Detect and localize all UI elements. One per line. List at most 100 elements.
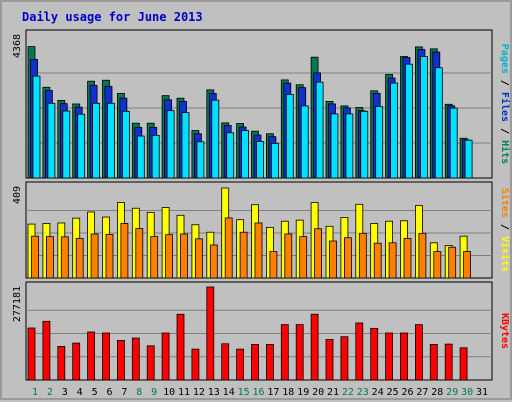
tick-label-day-21: 21 [327, 387, 339, 398]
axis-label-segment: Files [499, 92, 511, 122]
bar-kbytes-day-9 [146, 345, 155, 381]
bar-sites-day-3 [60, 236, 69, 279]
bar-kbytes-day-20 [310, 313, 319, 381]
bar-pages-day-2 [47, 102, 56, 179]
bar-sites-day-6 [105, 234, 114, 279]
bar-sites-day-19 [299, 236, 308, 279]
tick-label-day-11: 11 [178, 387, 190, 398]
tick-label-day-7: 7 [121, 387, 127, 398]
bar-kbytes-day-2 [42, 320, 51, 381]
tick-label-day-26: 26 [401, 387, 413, 398]
bar-kbytes-day-24 [370, 327, 379, 381]
bar-pages-day-4 [77, 113, 86, 179]
bar-kbytes-day-21 [325, 339, 334, 381]
bar-kbytes-day-12 [191, 348, 200, 381]
bar-kbytes-day-5 [87, 331, 95, 381]
bar-kbytes-day-23 [355, 322, 364, 381]
bar-pages-day-30 [464, 139, 473, 179]
bar-sites-day-23 [358, 232, 367, 279]
tick-label-day-30: 30 [461, 387, 473, 398]
bar-pages-day-15 [241, 130, 250, 179]
chart-title: Daily usage for June 2013 [22, 10, 203, 24]
bar-sites-day-15 [239, 231, 248, 279]
bar-sites-day-24 [373, 242, 382, 279]
bar-pages-day-5 [92, 102, 100, 179]
bar-kbytes-day-14 [221, 343, 230, 381]
axis-label-segment: Sites [499, 188, 511, 218]
bar-sites-day-11 [180, 233, 188, 279]
bar-kbytes-day-28 [429, 344, 438, 381]
tick-label-day-5: 5 [92, 387, 98, 398]
bar-sites-day-17 [269, 251, 278, 279]
max-label-hits-files-pages: 4368 [12, 34, 23, 58]
bar-pages-day-22 [345, 113, 354, 179]
bar-sites-day-10 [165, 234, 174, 279]
tick-label-day-29: 29 [446, 387, 458, 398]
bar-kbytes-day-6 [102, 332, 110, 381]
axis-label-segment: Visits [499, 236, 511, 272]
bar-sites-day-29 [448, 246, 457, 279]
bar-pages-day-16 [256, 141, 264, 179]
bar-kbytes-day-26 [400, 332, 408, 381]
bar-pages-day-27 [419, 56, 428, 179]
bar-sites-day-4 [75, 237, 84, 279]
bar-sites-day-13 [209, 244, 218, 279]
bar-sites-day-8 [135, 228, 144, 279]
tick-label-day-25: 25 [387, 387, 399, 398]
bar-pages-day-6 [107, 102, 115, 179]
tick-label-day-8: 8 [136, 387, 142, 398]
tick-label-day-12: 12 [193, 387, 205, 398]
bar-kbytes-day-18 [280, 324, 289, 381]
bar-pages-day-28 [434, 67, 443, 179]
bar-kbytes-day-8 [131, 337, 140, 381]
bar-pages-day-9 [151, 134, 160, 179]
axis-label-kbytes: KBytes [499, 313, 510, 349]
tick-label-day-20: 20 [312, 387, 324, 398]
bar-kbytes-day-4 [72, 342, 81, 381]
bar-sites-day-30 [463, 251, 472, 279]
bar-sites-day-16 [254, 222, 263, 279]
tick-label-day-3: 3 [62, 387, 68, 398]
bar-sites-day-25 [388, 242, 397, 279]
bar-sites-day-2 [46, 236, 54, 279]
bar-pages-day-24 [375, 106, 384, 179]
tick-label-day-9: 9 [151, 387, 157, 398]
bar-kbytes-day-1 [27, 327, 36, 381]
axis-label-segment: / [499, 218, 510, 236]
bar-kbytes-day-19 [295, 324, 304, 381]
tick-label-day-14: 14 [223, 387, 235, 398]
bar-pages-day-1 [32, 75, 41, 179]
bar-pages-day-23 [360, 110, 369, 179]
bar-sites-day-7 [120, 223, 129, 279]
bar-pages-day-13 [211, 99, 220, 179]
bar-pages-day-10 [166, 110, 175, 179]
tick-label-day-27: 27 [416, 387, 428, 398]
bar-kbytes-day-25 [385, 332, 394, 381]
bar-sites-day-5 [90, 233, 99, 279]
bar-sites-day-18 [284, 233, 293, 279]
max-label-kbytes: 277181 [12, 286, 23, 322]
tick-label-day-31: 31 [476, 387, 488, 398]
bar-sites-day-9 [150, 236, 159, 279]
bar-pages-day-18 [285, 93, 294, 179]
axis-label-segment: / [499, 122, 510, 140]
tick-label-day-28: 28 [431, 387, 443, 398]
bar-pages-day-20 [315, 81, 324, 179]
tick-label-day-22: 22 [342, 387, 354, 398]
bar-sites-day-12 [194, 238, 203, 279]
bar-kbytes-day-15 [236, 348, 245, 381]
bar-pages-day-17 [270, 142, 279, 179]
tick-label-day-13: 13 [208, 387, 220, 398]
bar-kbytes-day-16 [251, 344, 259, 381]
bar-kbytes-day-29 [444, 343, 453, 381]
bar-sites-day-1 [31, 235, 39, 279]
bar-sites-day-22 [343, 237, 352, 279]
tick-label-day-16: 16 [252, 387, 264, 398]
bar-pages-day-25 [390, 82, 399, 179]
bar-kbytes-day-27 [414, 324, 423, 381]
bar-sites-day-20 [314, 228, 323, 279]
axis-label-segment: Hits [499, 140, 511, 164]
bar-pages-day-3 [62, 110, 71, 179]
tick-label-day-4: 4 [77, 387, 83, 398]
